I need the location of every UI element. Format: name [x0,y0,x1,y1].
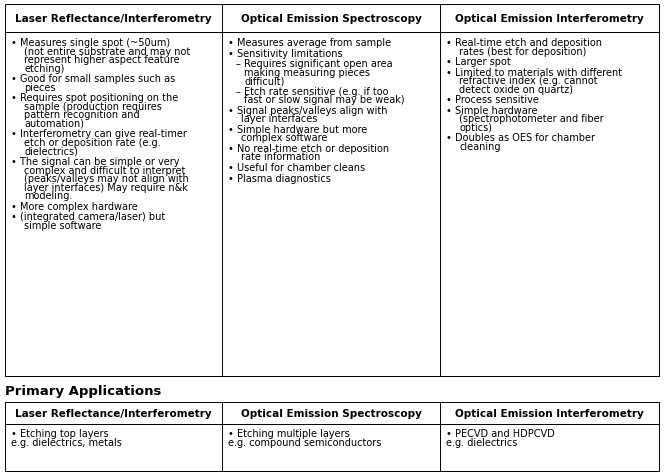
Text: • Measures single spot (~50um): • Measures single spot (~50um) [11,38,170,48]
Text: • Requires spot positioning on the: • Requires spot positioning on the [11,93,178,103]
Bar [5,424,222,471]
Text: automation): automation) [24,119,84,129]
Text: e.g. compound semiconductors: e.g. compound semiconductors [228,436,381,446]
Text: Optical Emission Spectroscopy: Optical Emission Spectroscopy [240,14,422,24]
Text: • Simple hardware but more: • Simple hardware but more [228,125,367,135]
Text: detect oxide on quartz): detect oxide on quartz) [459,85,573,95]
Bar [440,5,659,33]
Text: • Real-time etch and deposition: • Real-time etch and deposition [446,38,602,48]
Text: • The signal can be simple or very: • The signal can be simple or very [11,157,179,167]
Text: rates (best for deposition): rates (best for deposition) [459,47,586,57]
Text: • Plasma diagnostics: • Plasma diagnostics [228,173,331,183]
Text: • Good for small samples such as: • Good for small samples such as [11,74,175,84]
Text: Primary Applications: Primary Applications [5,384,161,397]
Bar [440,33,659,376]
Text: Optical Emission Interferometry: Optical Emission Interferometry [455,408,644,418]
Text: layer interfaces) May require n&k: layer interfaces) May require n&k [24,182,188,192]
Bar [440,402,659,424]
Text: rate information: rate information [241,152,320,162]
Text: • PECVD and HDPCVD: • PECVD and HDPCVD [446,428,554,438]
Text: • Sensitivity limitations: • Sensitivity limitations [228,49,343,59]
Text: • Limited to materials with different: • Limited to materials with different [446,68,622,78]
Text: Optical Emission Spectroscopy: Optical Emission Spectroscopy [240,408,422,418]
Text: simple software: simple software [24,220,102,230]
Text: etching): etching) [24,63,64,73]
Text: Laser Reflectance/Interferometry: Laser Reflectance/Interferometry [15,408,212,418]
Bar [222,424,440,471]
Text: cleaning: cleaning [459,142,501,152]
Text: • Measures average from sample: • Measures average from sample [228,38,391,48]
Text: (peaks/valleys may not align with: (peaks/valleys may not align with [24,174,189,184]
Text: sample (production requires: sample (production requires [24,101,162,111]
Bar [5,33,222,376]
Text: dielectrics): dielectrics) [24,146,78,156]
Text: optics): optics) [459,123,492,133]
Text: layer interfaces: layer interfaces [241,114,317,124]
Text: • Process sensitive: • Process sensitive [446,95,539,105]
Text: • (integrated camera/laser) but: • (integrated camera/laser) but [11,212,165,222]
Text: pattern recognition and: pattern recognition and [24,110,139,120]
Text: (spectrophotometer and fiber: (spectrophotometer and fiber [459,114,604,124]
Text: refractive index (e.g. cannot: refractive index (e.g. cannot [459,76,598,86]
Text: • More complex hardware: • More complex hardware [11,201,137,211]
Text: (not entire substrate and may not: (not entire substrate and may not [24,47,191,57]
Text: • Interferometry can give real-timer: • Interferometry can give real-timer [11,129,187,139]
Text: – Requires significant open area: – Requires significant open area [236,59,392,69]
Text: • Larger spot: • Larger spot [446,57,511,67]
Bar [222,33,440,376]
Text: e.g. dielectrics, metals: e.g. dielectrics, metals [11,436,122,446]
Text: Optical Emission Interferometry: Optical Emission Interferometry [455,14,644,24]
Text: fast or slow signal may be weak): fast or slow signal may be weak) [244,95,404,105]
Text: • Simple hardware: • Simple hardware [446,106,537,116]
Text: e.g. dielectrics: e.g. dielectrics [446,436,517,446]
Bar [440,424,659,471]
Text: complex and difficult to interpret: complex and difficult to interpret [24,165,185,175]
Text: • Useful for chamber cleans: • Useful for chamber cleans [228,163,365,173]
Text: making measuring pieces: making measuring pieces [244,68,370,78]
Text: • Etching top layers: • Etching top layers [11,428,109,438]
Bar [5,5,222,33]
Text: • No real-time etch or deposition: • No real-time etch or deposition [228,144,389,154]
Text: etch or deposition rate (e.g.: etch or deposition rate (e.g. [24,138,161,148]
Text: • Etching multiple layers: • Etching multiple layers [228,428,350,438]
Text: difficult): difficult) [244,76,284,86]
Bar [5,402,222,424]
Text: modeling.: modeling. [24,191,72,201]
Text: – Etch rate sensitive (e.g. if too: – Etch rate sensitive (e.g. if too [236,87,388,97]
Text: • Signal peaks/valleys align with: • Signal peaks/valleys align with [228,106,388,116]
Bar [222,5,440,33]
Text: Laser Reflectance/Interferometry: Laser Reflectance/Interferometry [15,14,212,24]
Text: pieces: pieces [24,82,56,92]
Text: represent higher aspect feature: represent higher aspect feature [24,55,180,65]
Bar [222,402,440,424]
Text: complex software: complex software [241,133,327,143]
Text: • Doubles as OES for chamber: • Doubles as OES for chamber [446,133,595,143]
